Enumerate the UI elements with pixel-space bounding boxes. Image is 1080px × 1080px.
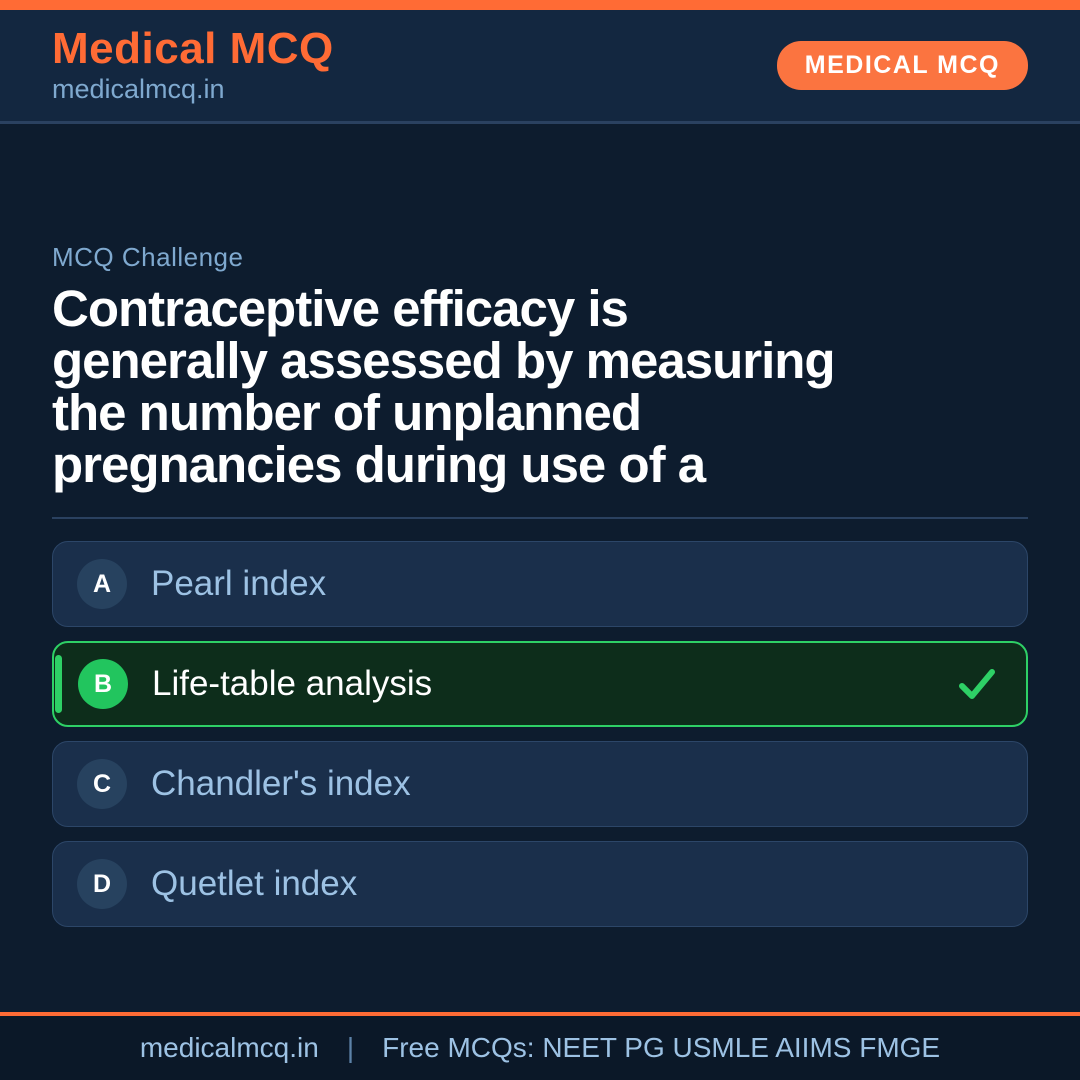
- brand-badge: MEDICAL MCQ: [776, 41, 1028, 90]
- question-line: Contraceptive efficacy is: [52, 280, 629, 337]
- top-accent-bar: [0, 0, 1080, 10]
- option-c[interactable]: C Chandler's index: [52, 741, 1028, 827]
- option-b-correct[interactable]: B Life-table analysis: [52, 641, 1028, 727]
- question-line: pregnancies during use of a: [52, 436, 706, 493]
- options-list: A Pearl index B Life-table analysis C Ch…: [52, 541, 1028, 927]
- footer-tagline: Free MCQs: NEET PG USMLE AIIMS FMGE: [382, 1032, 941, 1063]
- correct-accent-bar: [55, 655, 62, 713]
- footer-separator: |: [346, 1032, 355, 1063]
- option-a-letter-badge: A: [77, 559, 127, 609]
- option-c-label: Chandler's index: [151, 764, 411, 803]
- brand-subtitle: medicalmcq.in: [52, 74, 225, 105]
- quiz-card: MCQ Challenge Contraceptive efficacy is …: [0, 242, 1080, 927]
- option-b-label: Life-table analysis: [152, 664, 433, 703]
- question-line: the number of unplanned: [52, 384, 642, 441]
- footer: medicalmcq.in | Free MCQs: NEET PG USMLE…: [0, 1012, 1080, 1080]
- brand-block: Medical MCQ medicalmcq.in: [52, 23, 334, 105]
- question-line: generally assessed by measuring: [52, 332, 836, 389]
- option-d[interactable]: D Quetlet index: [52, 841, 1028, 927]
- footer-site: medicalmcq.in: [139, 1032, 319, 1063]
- option-d-letter-badge: D: [77, 859, 127, 909]
- check-icon: [959, 669, 995, 699]
- question-text: Contraceptive efficacy is generally asse…: [52, 283, 1028, 491]
- option-a[interactable]: A Pearl index: [52, 541, 1028, 627]
- option-c-letter-badge: C: [77, 759, 127, 809]
- option-b-letter-badge: B: [78, 659, 128, 709]
- question-divider: [52, 517, 1028, 519]
- brand-title: Medical MCQ: [52, 23, 334, 73]
- header: Medical MCQ medicalmcq.in MEDICAL MCQ: [0, 10, 1080, 124]
- option-d-label: Quetlet index: [151, 864, 358, 903]
- question-kicker: MCQ Challenge: [52, 242, 244, 272]
- option-a-label: Pearl index: [151, 564, 327, 603]
